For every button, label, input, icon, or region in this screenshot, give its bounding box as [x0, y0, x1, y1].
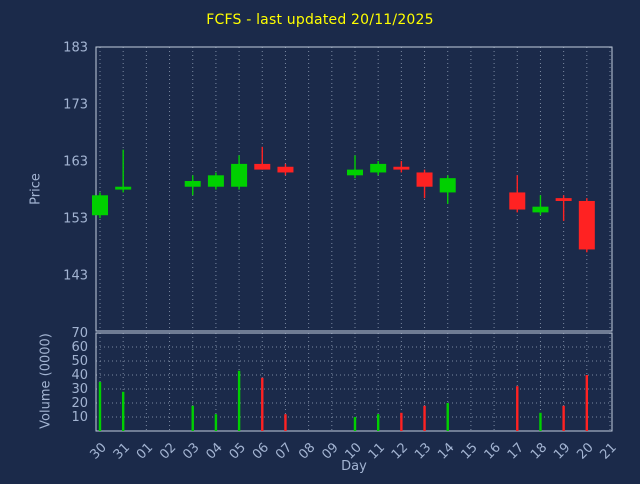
candle-body	[115, 186, 132, 190]
day-tick-label: 19	[551, 440, 573, 462]
day-tick-label: 13	[412, 440, 434, 462]
day-tick-label: 15	[458, 440, 480, 462]
day-tick-label: 04	[203, 440, 225, 462]
day-tick-label: 30	[88, 440, 110, 462]
candle-body	[347, 169, 363, 176]
candle-body	[439, 178, 456, 193]
candle-body	[370, 163, 387, 173]
day-tick-label: 08	[296, 440, 318, 462]
day-tick-label: 12	[389, 440, 411, 462]
day-tick-label: 31	[111, 440, 133, 462]
candle-body	[277, 166, 294, 173]
candle-body	[555, 198, 572, 201]
day-tick-label: 11	[366, 440, 388, 462]
day-tick-label: 07	[273, 440, 295, 462]
candle-body	[532, 206, 549, 213]
candle-body	[231, 163, 248, 187]
volume-tick-label: 10	[71, 410, 88, 425]
day-tick-label: 16	[482, 440, 504, 462]
candle-body	[254, 163, 271, 170]
day-tick-label: 09	[319, 440, 341, 462]
candle-body	[578, 200, 595, 250]
day-tick-label: 20	[574, 440, 596, 462]
day-tick-label: 21	[598, 440, 620, 462]
candle-body	[393, 166, 410, 170]
volume-tick-label: 60	[71, 340, 88, 355]
day-tick-label: 10	[343, 440, 365, 462]
price-tick-label: 173	[63, 98, 88, 113]
candle-body	[207, 175, 224, 187]
price-tick-label: 143	[63, 269, 88, 284]
day-tick-label: 06	[250, 440, 272, 462]
volume-tick-label: 20	[71, 396, 88, 411]
price-tick-label: 163	[63, 155, 88, 170]
day-tick-label: 17	[505, 440, 527, 462]
candle-body	[184, 181, 201, 187]
volume-panel-frame	[95, 332, 613, 432]
volume-tick-label: 40	[71, 368, 88, 383]
day-tick-label: 14	[435, 440, 457, 462]
volume-tick-label: 30	[71, 382, 88, 397]
day-tick-label: 01	[134, 440, 156, 462]
price-tick-label: 183	[63, 41, 88, 56]
day-tick-label: 18	[528, 440, 550, 462]
volume-tick-label: 50	[71, 354, 88, 369]
price-panel-frame	[95, 46, 613, 332]
day-tick-label: 05	[227, 440, 249, 462]
volume-tick-label: 70	[71, 326, 88, 341]
day-tick-label: 03	[180, 440, 202, 462]
price-tick-label: 153	[63, 212, 88, 227]
candle-body	[509, 192, 526, 210]
candle-body	[416, 172, 433, 187]
day-tick-label: 02	[157, 440, 179, 462]
candle-body	[92, 195, 108, 216]
